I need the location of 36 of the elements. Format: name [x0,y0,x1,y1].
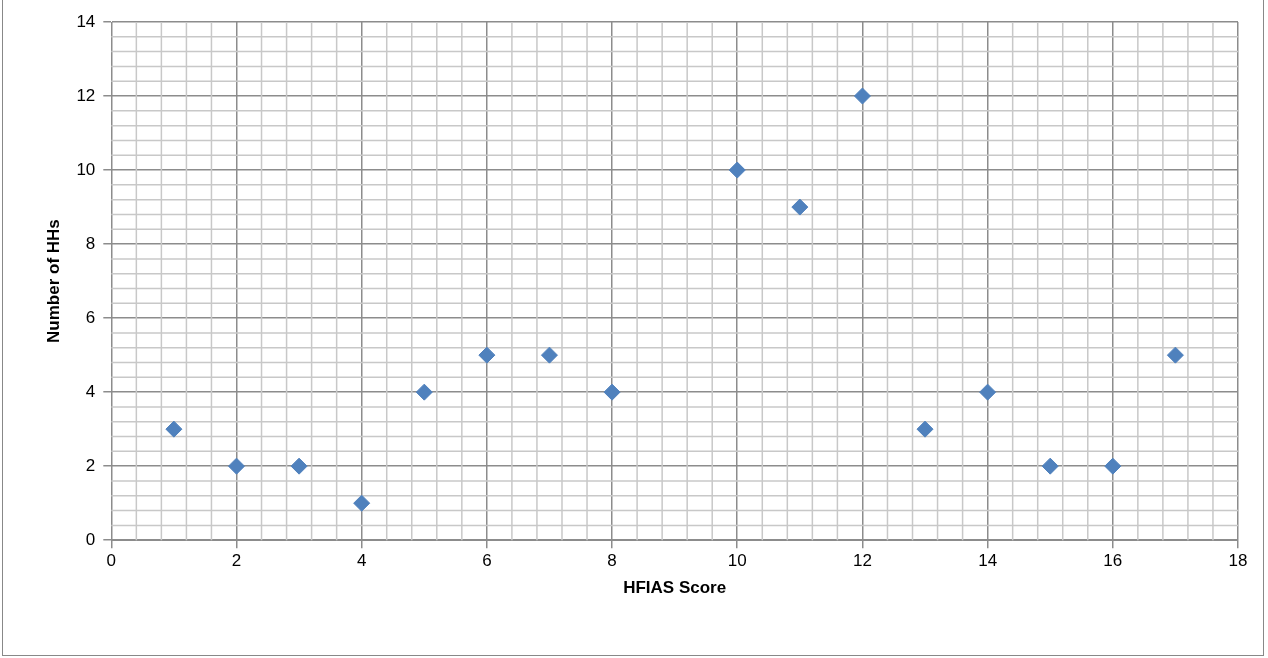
point [916,420,934,438]
point [791,198,809,216]
point [353,494,371,512]
point [1104,457,1122,475]
point [979,383,997,401]
point [728,161,746,179]
y-tick-label: 14 [76,11,96,31]
x-tick-label: 4 [356,551,367,571]
point [228,457,245,475]
x-tick-label: 18 [1228,551,1248,571]
point [478,346,496,364]
point [853,87,871,105]
point [1166,346,1184,364]
point [415,383,433,401]
x-tick-label: 2 [231,551,242,571]
y-tick-label: 2 [85,455,96,475]
x-tick-label: 14 [978,551,998,571]
x-tick-label: 6 [482,551,492,571]
x-tick-label: 16 [1103,551,1123,571]
x-tick-label: 0 [106,551,117,571]
y-tick-label: 6 [85,307,96,327]
y-tick-label: 0 [85,529,96,549]
x-tick-label: 10 [727,551,747,571]
y-tick-label: 8 [85,233,96,253]
point [540,346,558,364]
x-tick-label: 8 [607,551,617,571]
y-tick-label: 10 [76,159,96,179]
y-tick-label: 4 [85,381,96,401]
point [165,420,183,438]
point [290,457,308,475]
x-tick-label: 12 [852,551,872,571]
x-axis-title: HFIAS Score [623,578,727,598]
point [603,383,621,401]
point [1041,457,1059,475]
y-axis-title: Number of HHs [43,219,63,343]
y-tick-label: 12 [76,85,96,105]
